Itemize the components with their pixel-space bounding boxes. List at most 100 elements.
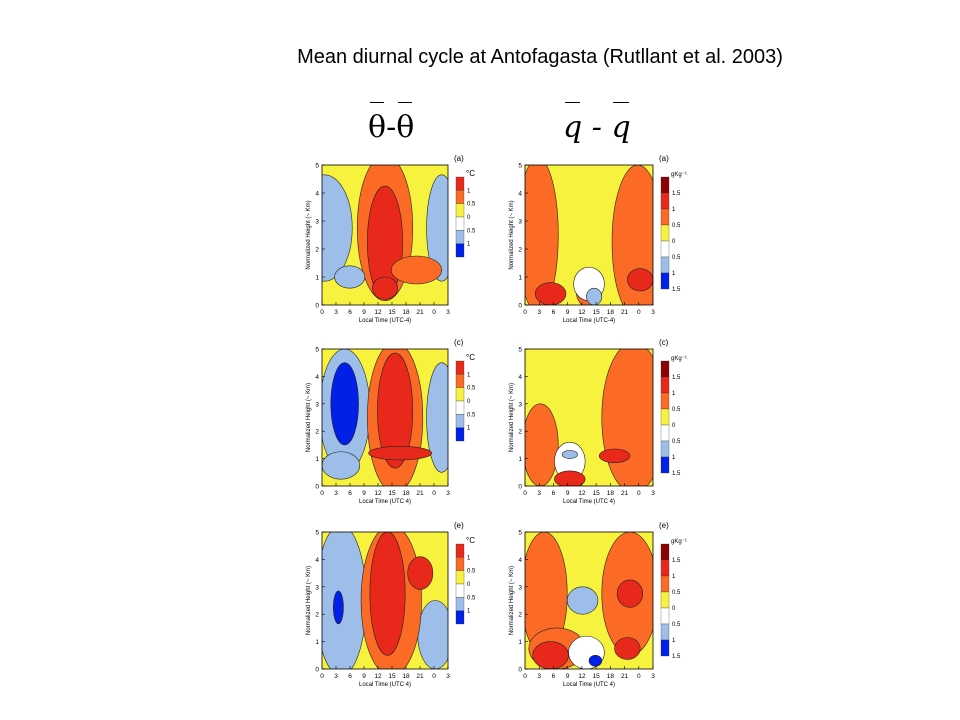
colorbar-swatch [660, 208, 670, 226]
y-tick-label: 5 [518, 347, 522, 354]
y-tick-label: 4 [518, 374, 522, 381]
x-tick-label: 0 [637, 490, 641, 497]
contour-field [525, 349, 653, 486]
y-tick-label: 2 [315, 612, 319, 619]
x-tick-label: 0 [320, 673, 324, 680]
x-axis-label: Local Time (UTC 4) [563, 682, 615, 688]
colorbar-tick-label: 1.5 [672, 471, 681, 477]
colorbar-unit: gKg⁻¹ [671, 172, 687, 178]
y-tick-label: 1 [315, 639, 319, 646]
colorbar-unit: °C [466, 353, 475, 362]
x-axis-label: Local Time (UTC 4) [359, 682, 411, 688]
contour-region-red [598, 448, 631, 464]
colorbar-tick-label: 0 [467, 215, 471, 221]
y-tick-label: 3 [315, 584, 319, 591]
x-tick-label: 3 [537, 673, 541, 680]
colorbar-tick-label: 1 [467, 188, 471, 194]
contour-region-red [532, 641, 569, 669]
slide-title: Mean diurnal cycle at Antofagasta (Rutll… [297, 46, 783, 68]
x-tick-label: 9 [566, 673, 570, 680]
colorbar-swatch [660, 543, 670, 561]
colorbar-tick-label: 0.5 [672, 622, 681, 628]
y-tick-label: 0 [518, 303, 522, 310]
x-tick-label: 12 [374, 490, 382, 497]
x-tick-label: 6 [552, 673, 556, 680]
x-tick-label: 0 [320, 309, 324, 316]
colorbar-tick-label: 1.5 [672, 558, 681, 564]
colorbar-tick-label: 1.5 [672, 654, 681, 660]
y-tick-label: 3 [315, 219, 319, 226]
x-tick-label: 3 [334, 309, 338, 316]
colorbar-swatch [455, 216, 465, 231]
colorbar-tick-label: 1 [467, 426, 471, 432]
x-tick-label: 6 [348, 673, 352, 680]
x-tick-label: 18 [402, 673, 410, 680]
contour-region-red [377, 352, 414, 469]
colorbar-unit: °C [466, 536, 475, 545]
x-tick-label: 3 [334, 673, 338, 680]
colorbar-swatch [455, 597, 465, 611]
colorbar-unit: °C [466, 169, 475, 178]
colorbar: 1.5 1 0.5 0 0.5 1 1.5 gKg⁻¹ [660, 356, 687, 477]
colorbar-swatch [455, 243, 465, 258]
y-tick-label: 1 [518, 456, 522, 463]
x-tick-label: 15 [592, 490, 600, 497]
colorbar-tick-label: 0.5 [672, 255, 681, 261]
x-tick-label: 0 [523, 309, 527, 316]
x-tick-label: 0 [432, 490, 436, 497]
colorbar: 1 0.5 0 0.5 1 °C [455, 536, 476, 625]
contour-region-light_blue [322, 174, 353, 282]
x-axis-label: Local Time (UTC-4) [563, 318, 615, 324]
colorbar-tick-label: 0.5 [467, 202, 476, 208]
contour-field [525, 165, 653, 305]
y-tick-label: 0 [518, 484, 522, 491]
x-axis-label: Local Time (UTC 4) [563, 499, 615, 505]
x-tick-label: 21 [416, 490, 424, 497]
plot-frame [524, 164, 654, 306]
colorbar-tick-label: 1 [672, 271, 676, 277]
colorbar-swatch [455, 610, 465, 625]
colorbar-swatch [660, 424, 670, 442]
colorbar-swatch [660, 360, 670, 378]
y-tick-label: 0 [315, 667, 319, 674]
x-tick-label: 3 [446, 673, 450, 680]
y-axis-label: Normalized Height (~ Km) [509, 200, 515, 269]
colorbar-tick-label: 0.5 [467, 595, 476, 601]
colorbar-swatch [660, 456, 670, 474]
x-tick-label: 9 [566, 490, 570, 497]
y-tick-label: 2 [518, 612, 522, 619]
y-tick-label: 0 [315, 484, 319, 491]
colorbar-swatch [455, 427, 465, 442]
y-axis-label: Normalized Height (~ Km) [306, 566, 312, 635]
x-tick-label: 0 [320, 490, 324, 497]
x-tick-label: 3 [334, 490, 338, 497]
colorbar-swatch [455, 414, 465, 428]
colorbar-tick-label: 1 [672, 574, 676, 580]
colorbar-swatch [455, 557, 465, 571]
plot-frame [321, 531, 449, 670]
colorbar-tick-label: 1 [467, 555, 471, 561]
x-tick-label: 15 [388, 309, 396, 316]
y-tick-label: 4 [518, 191, 522, 198]
x-tick-label: 21 [416, 673, 424, 680]
colorbar-swatch [660, 224, 670, 242]
colorbar-tick-label: 0.5 [467, 228, 476, 234]
q-anomaly-symbol: q - q [563, 102, 631, 145]
contour-region-blue [330, 362, 359, 446]
y-tick-label: 5 [315, 347, 319, 354]
x-tick-label: 3 [537, 309, 541, 316]
x-tick-label: 15 [592, 673, 600, 680]
x-tick-label: 0 [523, 490, 527, 497]
colorbar-tick-label: 1.5 [672, 191, 681, 197]
colorbar-unit: gKg⁻¹ [671, 356, 687, 362]
contour-region-red [372, 276, 398, 300]
colorbar-tick-label: 1 [467, 609, 471, 615]
colorbar-swatch [455, 543, 465, 558]
colorbar-tick-label: 1.5 [672, 287, 681, 293]
colorbar-tick-label: 0.5 [672, 590, 681, 596]
contour-field [322, 532, 448, 669]
colorbar-swatch [660, 559, 670, 577]
colorbar-swatch [455, 176, 465, 191]
